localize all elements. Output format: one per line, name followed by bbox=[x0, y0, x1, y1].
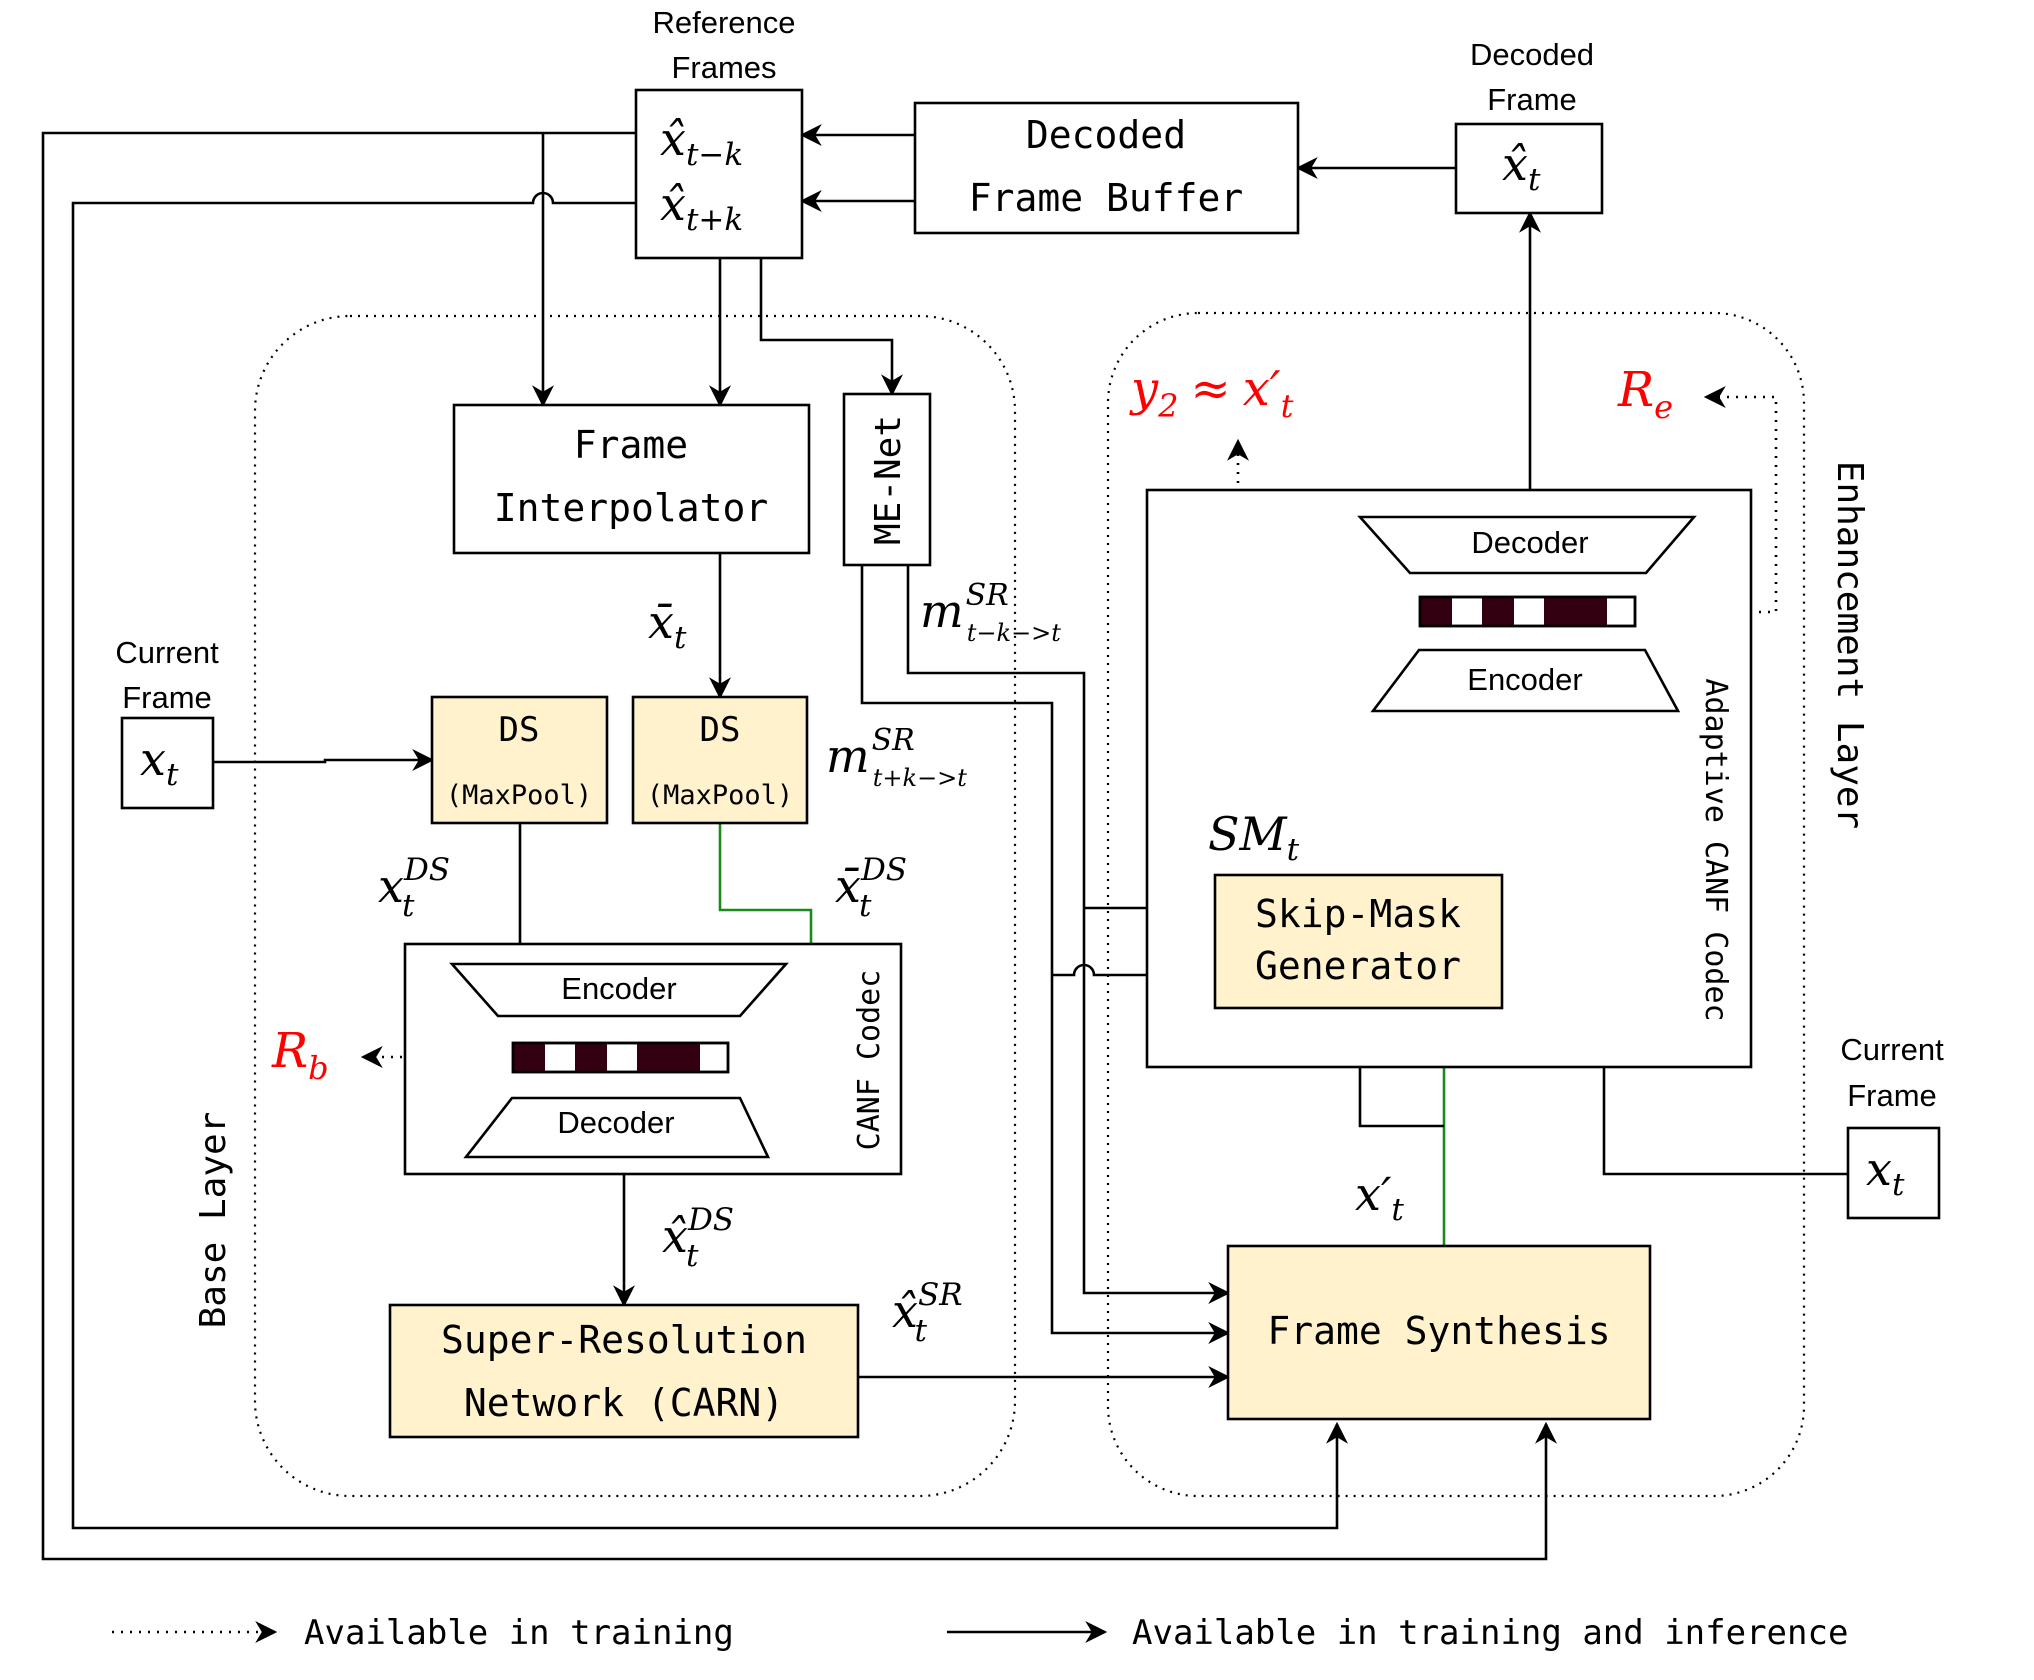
enh-encoder-shape bbox=[1370, 648, 1681, 713]
base-layer-label: Base Layer bbox=[193, 1112, 234, 1329]
base-encoder-label: Encoder bbox=[561, 971, 676, 1006]
ref-tminusk-to-synthesis-line bbox=[41, 131, 1557, 1561]
motion-2-label: mSR t+k−>t bbox=[826, 723, 967, 792]
me-net-box bbox=[842, 392, 932, 567]
base-decoder-shape bbox=[463, 1096, 771, 1159]
canf-codec-label: CANF Codec bbox=[852, 970, 887, 1151]
legend-solid-label: Available in training and inference bbox=[1132, 1613, 1848, 1653]
ds-2-sub: (MaxPool) bbox=[647, 780, 793, 811]
ds-1-title: DS bbox=[499, 710, 540, 750]
adaptive-canf-codec-label: Adaptive CANF Codec bbox=[1698, 678, 1733, 1021]
skip-mask-generator-box bbox=[1213, 873, 1504, 1010]
buffer-label-2: Frame Buffer bbox=[969, 176, 1244, 220]
ds-2-title: DS bbox=[700, 710, 741, 750]
frame-interpolator-label-1: Frame bbox=[574, 423, 688, 467]
decoded-frame-buffer-box bbox=[913, 101, 1300, 235]
ref-to-menet-line bbox=[759, 258, 903, 397]
ref-tplusk-to-synthesis-line bbox=[71, 191, 1348, 1530]
ref-frame-tminusk: x̂t−k bbox=[660, 112, 743, 173]
base-rate-label: Rb bbox=[271, 1023, 329, 1087]
decoded-frame-box bbox=[1454, 122, 1604, 215]
reference-title-1: Reference bbox=[652, 5, 795, 40]
enh-rate-label: Re bbox=[1617, 362, 1673, 426]
enhancement-layer-region bbox=[1106, 311, 1806, 1498]
base-current-title-1: Current bbox=[115, 635, 219, 670]
super-resolution-box bbox=[388, 1303, 860, 1439]
xbar-ds-label: x̄DS t bbox=[835, 852, 907, 924]
menet-motion-2-line bbox=[860, 565, 1231, 1344]
super-resolution-label-1: Super-Resolution bbox=[441, 1318, 807, 1362]
frame-interpolator-label-2: Interpolator bbox=[494, 486, 769, 530]
decoded-title-1: Decoded bbox=[1470, 37, 1594, 72]
base-encoder-shape bbox=[449, 962, 789, 1018]
frame-synthesis-label: Frame Synthesis bbox=[1267, 1309, 1610, 1353]
enh-encoder-label: Encoder bbox=[1467, 662, 1582, 697]
me-net-label: ME-Net bbox=[868, 415, 909, 545]
skip-mask-label-2: Generator bbox=[1255, 944, 1461, 988]
buffer-label-1: Decoded bbox=[1026, 113, 1186, 157]
x-ds-label: xDS t bbox=[378, 852, 450, 924]
sm-t-label: SMt bbox=[1208, 807, 1300, 868]
decoded-frame-symbol: x̂t bbox=[1502, 137, 1541, 198]
xhat-ds-label: x̂DS t bbox=[662, 1202, 734, 1274]
y2-label: y2 ≈ x′t bbox=[1129, 361, 1294, 425]
frame-interpolator-box bbox=[452, 403, 811, 555]
xbar-t-label: x̄t bbox=[648, 595, 687, 656]
menet-motion-1-line bbox=[906, 565, 1231, 1304]
current-to-ds-line bbox=[213, 749, 435, 771]
enh-latent-bar bbox=[1418, 595, 1637, 628]
enhancement-layer-label: Enhancement Layer bbox=[1829, 461, 1870, 829]
decoded-title-2: Frame bbox=[1487, 82, 1577, 117]
xhat-sr-label: x̂SR t bbox=[892, 1277, 963, 1349]
motion-1-label: mSR t−k−>t bbox=[920, 578, 1061, 647]
super-resolution-label-2: Network (CARN) bbox=[464, 1381, 784, 1425]
base-latent-bar bbox=[511, 1041, 730, 1074]
enh-decoder-label: Decoder bbox=[1471, 525, 1588, 560]
ds-1-sub: (MaxPool) bbox=[446, 780, 592, 811]
enh-decoder-shape bbox=[1357, 515, 1697, 575]
enh-current-frame-symbol: xt bbox=[1866, 1142, 1905, 1203]
base-decoder-label: Decoder bbox=[557, 1105, 674, 1140]
reference-title-2: Frames bbox=[671, 50, 776, 85]
base-current-title-2: Frame bbox=[122, 680, 212, 715]
base-current-frame-symbol: xt bbox=[140, 732, 179, 793]
base-current-frame-box bbox=[120, 716, 215, 810]
reference-frames-box bbox=[634, 88, 804, 260]
x-prime-label: x′t bbox=[1355, 1167, 1404, 1228]
ds-box-2 bbox=[631, 695, 809, 825]
enh-current-title-2: Frame bbox=[1847, 1078, 1937, 1113]
ref-frame-tplusk: x̂t+k bbox=[660, 177, 743, 238]
legend-dotted-label: Available in training bbox=[304, 1613, 734, 1653]
ds-box-1 bbox=[430, 695, 609, 825]
motion-to-skipmask-line-2 bbox=[1052, 963, 1218, 986]
frame-synthesis-box bbox=[1226, 1244, 1652, 1421]
skip-mask-label-1: Skip-Mask bbox=[1255, 892, 1461, 936]
enh-current-title-1: Current bbox=[1840, 1032, 1944, 1067]
enh-current-frame-box bbox=[1846, 1126, 1941, 1220]
